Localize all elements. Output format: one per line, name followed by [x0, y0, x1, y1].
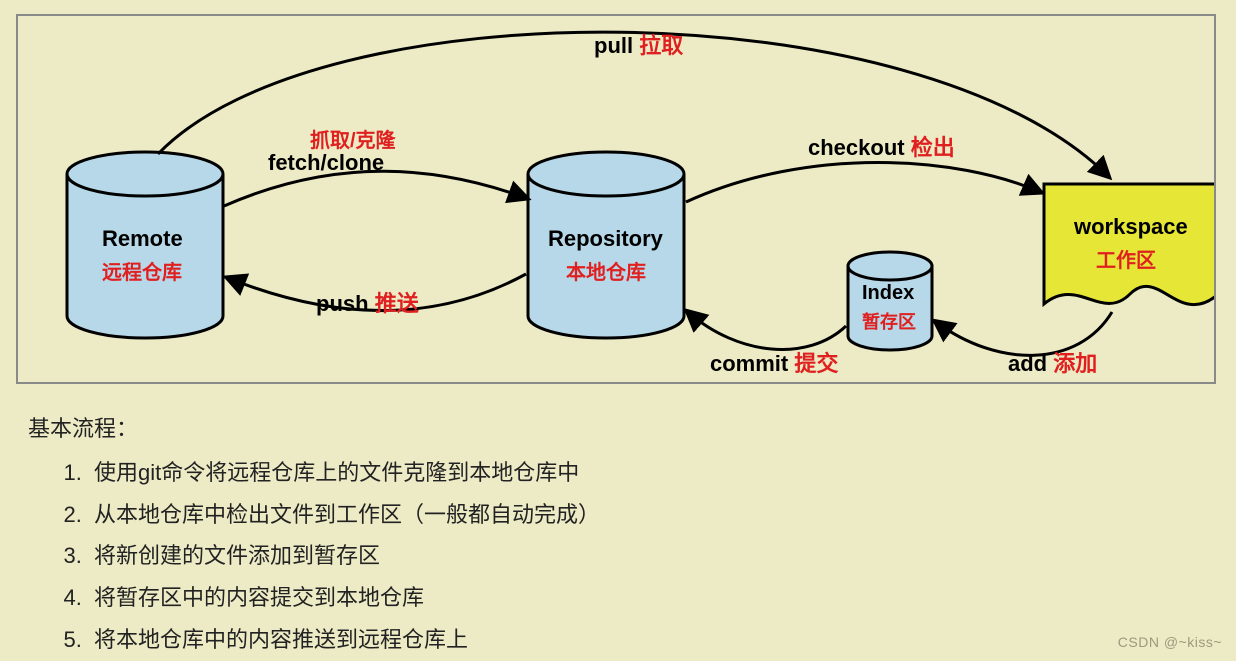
- pull-cn: 拉取: [639, 33, 683, 58]
- workflow-step: 使用git命令将远程仓库上的文件克隆到本地仓库中: [88, 452, 1198, 494]
- git-flow-diagram: [18, 16, 1214, 382]
- workflow-title: 基本流程：: [28, 408, 1198, 450]
- index-label-cn: 暂存区: [862, 308, 916, 334]
- workflow-step: 将暂存区中的内容提交到本地仓库: [88, 577, 1198, 619]
- workflow-step: 将新创建的文件添加到暂存区: [88, 535, 1198, 577]
- diagram-container: Remote 远程仓库 Repository 本地仓库 Index 暂存区 wo…: [16, 14, 1216, 384]
- index-label-en: Index: [862, 282, 914, 305]
- workflow-step: 将本地仓库中的内容推送到远程仓库上: [88, 619, 1198, 661]
- workflow-list: 使用git命令将远程仓库上的文件克隆到本地仓库中 从本地仓库中检出文件到工作区（…: [88, 452, 1198, 661]
- fetch-cn: 抓取/克隆: [310, 124, 396, 153]
- fetch-en: fetch/clone: [268, 150, 384, 176]
- repository-label-cn: 本地仓库: [566, 256, 646, 285]
- commit-cn: 提交: [794, 351, 838, 376]
- workflow-step: 从本地仓库中检出文件到工作区（一般都自动完成）: [88, 494, 1198, 536]
- remote-label-cn: 远程仓库: [102, 256, 182, 285]
- remote-label-en: Remote: [102, 226, 183, 252]
- workflow-section: 基本流程： 使用git命令将远程仓库上的文件克隆到本地仓库中 从本地仓库中检出文…: [28, 408, 1198, 661]
- checkout-cn: 检出: [911, 135, 955, 160]
- edge-commit: [688, 312, 846, 349]
- workspace-label-cn: 工作区: [1096, 244, 1156, 273]
- push-label: push 推送: [316, 286, 419, 318]
- pull-en: pull: [594, 33, 633, 58]
- checkout-label: checkout 检出: [808, 130, 955, 162]
- edge-fetch: [224, 171, 526, 206]
- add-en: add: [1008, 351, 1047, 376]
- checkout-en: checkout: [808, 135, 905, 160]
- edge-checkout: [686, 163, 1040, 203]
- push-cn: 推送: [375, 291, 419, 316]
- push-en: push: [316, 291, 369, 316]
- commit-label: commit 提交: [710, 346, 838, 378]
- watermark: CSDN @~kiss~: [1118, 634, 1222, 650]
- commit-en: commit: [710, 351, 788, 376]
- repository-label-en: Repository: [548, 226, 663, 252]
- pull-label: pull 拉取: [594, 28, 683, 60]
- add-cn: 添加: [1053, 351, 1097, 376]
- workspace-label-en: workspace: [1074, 214, 1188, 240]
- add-label: add 添加: [1008, 346, 1097, 378]
